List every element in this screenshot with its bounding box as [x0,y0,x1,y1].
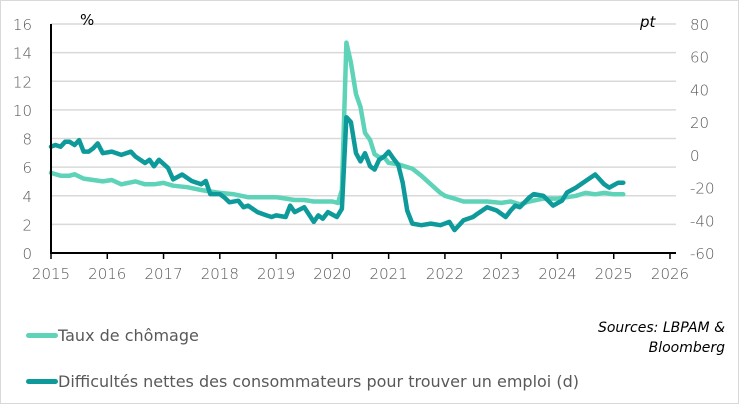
x-tick-label: 2026 [651,265,689,283]
right-tick-label: -20 [690,180,715,198]
x-tick-label: 2019 [257,265,295,283]
series-lines [48,40,626,233]
left-tick-label: 2 [22,216,32,234]
x-tick-label: 2015 [32,265,70,283]
sources-line-2: Bloomberg [648,340,725,356]
x-tick-label: 2021 [370,265,408,283]
legend-label-unemployment: Taux de chômage [58,326,199,345]
left-tick-label: 6 [22,159,32,177]
right-tick-label: 20 [690,114,709,132]
left-tick-label: 0 [22,245,32,263]
right-tick-label: 0 [690,147,700,165]
right-tick-label: -40 [690,212,715,230]
right-axis-unit: pt [639,13,657,31]
left-axis-unit: % [80,11,94,29]
x-tick-label: 2020 [313,265,351,283]
x-tick-label: 2024 [538,265,576,283]
legend-item-job-difficulty: Difficultés nettes des consommateurs pou… [26,372,579,391]
legend-item-unemployment: Taux de chômage [26,326,199,345]
x-tick-label: 2023 [482,265,520,283]
left-tick-label: 16 [13,16,32,34]
left-tick-label: 12 [13,73,32,91]
right-tick-label: 80 [690,16,709,34]
sources-note: Sources: LBPAM & Bloomberg [598,318,725,358]
right-tick-label: -60 [690,245,715,263]
x-axis-ticks: 2015 2016 2017 2018 2019 2020 2021 2022 2023 2024… [32,253,689,283]
legend-label-job-difficulty: Difficultés nettes des consommateurs pou… [58,372,579,391]
x-tick-label: 2016 [88,265,126,283]
left-tick-label: 8 [22,131,32,149]
x-tick-label: 2017 [144,265,182,283]
left-tick-label: 10 [13,102,32,120]
series-unemployment-line [48,40,626,207]
right-tick-label: 40 [690,81,709,99]
x-tick-label: 2025 [595,265,633,283]
x-tick-label: 2022 [426,265,464,283]
left-tick-label: 14 [13,45,32,63]
left-tick-label: 4 [22,188,32,206]
legend-swatch-unemployment [26,333,58,338]
x-tick-label: 2018 [201,265,239,283]
legend-swatch-job-difficulty [26,379,58,384]
right-tick-label: 60 [690,49,709,67]
left-axis-ticks: 0 2 4 6 8 10 12 14 16 [13,16,32,263]
sources-line-1: Sources: LBPAM & [597,320,725,336]
right-axis-ticks: -60 -40 -20 0 20 40 60 80 [690,16,715,263]
series-job-difficulty-line [48,114,626,233]
